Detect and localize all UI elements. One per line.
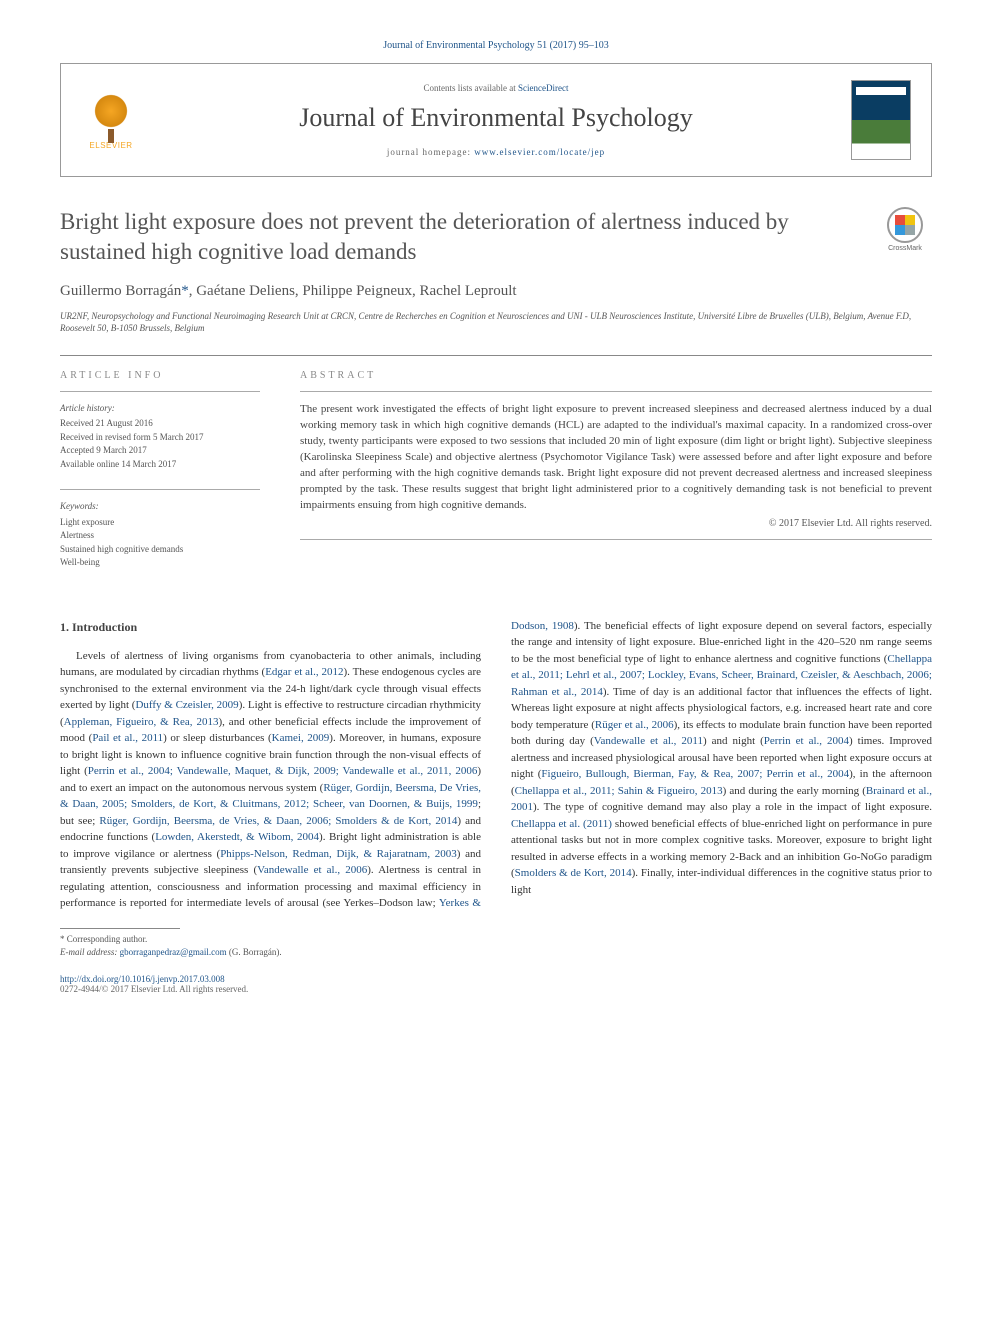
citation-link[interactable]: Figueiro, Bullough, Bierman, Fay, & Rea,… [541, 768, 849, 780]
keyword: Well-being [60, 556, 260, 570]
abstract-copyright: © 2017 Elsevier Ltd. All rights reserved… [300, 518, 932, 529]
crossmark-badge[interactable]: CrossMark [878, 207, 932, 252]
footnote-divider [60, 928, 180, 929]
email-suffix: (G. Borragán). [227, 947, 282, 957]
crossmark-icon [887, 207, 923, 243]
elsevier-tree-icon [86, 91, 136, 141]
citation-link[interactable]: Kamei, 2009 [272, 732, 330, 744]
elsevier-logo: ELSEVIER [81, 85, 141, 155]
citation-link[interactable]: Appleman, Figueiro, & Rea, 2013 [64, 716, 219, 728]
history-label: Article history: [60, 402, 260, 416]
article-info-column: ARTICLE INFO Article history: Received 2… [60, 370, 260, 588]
online-date: Available online 14 March 2017 [60, 458, 260, 472]
meta-divider [60, 391, 260, 392]
citation-link[interactable]: Smolders & de Kort, 2014 [515, 867, 632, 879]
authors: Guillermo Borragán*, Gaétane Deliens, Ph… [60, 283, 932, 300]
citation-link[interactable]: Vandewalle et al., 2006 [257, 864, 367, 876]
meta-divider [300, 391, 932, 392]
homepage-link[interactable]: www.elsevier.com/locate/jep [474, 147, 605, 157]
keywords-label: Keywords: [60, 500, 260, 514]
article-title: Bright light exposure does not prevent t… [60, 207, 858, 267]
crossmark-label: CrossMark [878, 245, 932, 252]
citation-link[interactable]: Lowden, Akerstedt, & Wibom, 2004 [155, 831, 319, 843]
email-link[interactable]: gborraganpedraz@gmail.com [120, 947, 227, 957]
abstract-column: ABSTRACT The present work investigated t… [300, 370, 932, 588]
divider [60, 355, 932, 356]
meta-divider [300, 539, 932, 540]
footnotes: * Corresponding author. E-mail address: … [60, 933, 932, 960]
abstract-text: The present work investigated the effect… [300, 402, 932, 514]
citation-line: Journal of Environmental Psychology 51 (… [60, 40, 932, 51]
keyword: Sustained high cognitive demands [60, 543, 260, 557]
accepted-date: Accepted 9 March 2017 [60, 444, 260, 458]
citation-link[interactable]: Chellappa et al., 2011; Sahin & Figueiro… [515, 785, 723, 797]
keyword: Alertness [60, 529, 260, 543]
citation-link[interactable]: Rüger, Gordijn, Beersma, de Vries, & Daa… [99, 815, 457, 827]
revised-date: Received in revised form 5 March 2017 [60, 431, 260, 445]
intro-para: Levels of alertness of living organisms … [60, 618, 932, 912]
affiliation: UR2NF, Neuropsychology and Functional Ne… [60, 310, 932, 335]
corresponding-note: * Corresponding author. [60, 933, 932, 947]
meta-divider [60, 489, 260, 490]
citation-link[interactable]: Phipps-Nelson, Redman, Dijk, & Rajaratna… [220, 848, 457, 860]
body-text: 1. Introduction Levels of alertness of l… [60, 618, 932, 912]
citation-link[interactable]: Perrin et al., 2004 [764, 735, 849, 747]
email-label: E-mail address: [60, 947, 120, 957]
keyword: Light exposure [60, 516, 260, 530]
citation-link[interactable]: Chellappa et al. (2011) [511, 818, 612, 830]
article-info-heading: ARTICLE INFO [60, 370, 260, 381]
received-date: Received 21 August 2016 [60, 417, 260, 431]
sciencedirect-link[interactable]: ScienceDirect [518, 83, 568, 93]
citation-link[interactable]: Edgar et al., 2012 [265, 666, 343, 678]
doi-link[interactable]: http://dx.doi.org/10.1016/j.jenvp.2017.0… [60, 974, 932, 984]
citation-link[interactable]: Vandewalle et al., 2011 [594, 735, 703, 747]
journal-cover-thumb [851, 80, 911, 160]
author-list: Guillermo Borragán*, Gaétane Deliens, Ph… [60, 283, 517, 299]
homepage-line: journal homepage: www.elsevier.com/locat… [161, 147, 831, 157]
contents-prefix: Contents lists available at [424, 83, 518, 93]
citation-link[interactable]: Rüger et al., 2006 [595, 719, 674, 731]
citation-link[interactable]: Perrin et al., 2004; Vandewalle, Maquet,… [88, 765, 478, 777]
abstract-heading: ABSTRACT [300, 370, 932, 381]
contents-line: Contents lists available at ScienceDirec… [161, 83, 831, 93]
journal-name: Journal of Environmental Psychology [161, 103, 831, 133]
citation-link[interactable]: Duffy & Czeisler, 2009 [135, 699, 238, 711]
journal-header: ELSEVIER Contents lists available at Sci… [60, 63, 932, 177]
issn-line: 0272-4944/© 2017 Elsevier Ltd. All right… [60, 984, 932, 994]
citation-link[interactable]: Pail et al., 2011 [92, 732, 163, 744]
email-line: E-mail address: gborraganpedraz@gmail.co… [60, 946, 932, 960]
intro-heading: 1. Introduction [60, 618, 481, 636]
homepage-prefix: journal homepage: [387, 147, 474, 157]
